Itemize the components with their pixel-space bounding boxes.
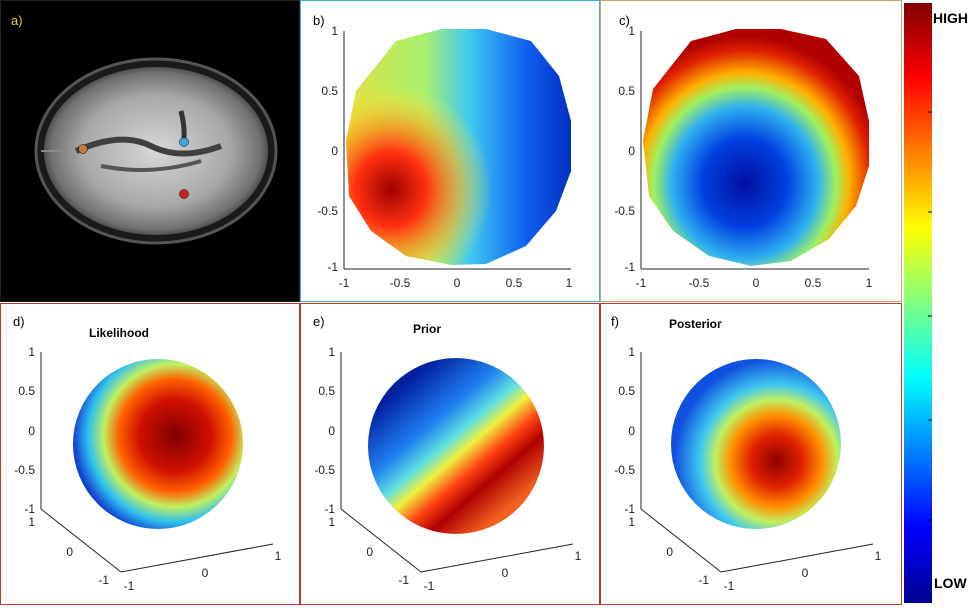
- tick-label: -0.5: [314, 463, 335, 477]
- panel-d-label: d): [13, 314, 25, 329]
- brain-mri-image: [34, 57, 278, 245]
- marker-blue: [179, 137, 189, 147]
- panel-d-title: Likelihood: [89, 326, 149, 340]
- panel-e-title: Prior: [413, 322, 442, 336]
- tick-label: -1: [698, 573, 709, 587]
- tick-label: 0.5: [321, 84, 338, 98]
- panel-f-zticks: 1 0.5 0 -0.5 -1: [614, 345, 635, 516]
- tick-label: 0: [328, 424, 335, 438]
- panel-d-plot: 1 0.5 0 -0.5 -1 1 0 -1 -1 0 1: [14, 345, 282, 593]
- tick-label: 0: [66, 545, 73, 559]
- panel-c-label: c): [619, 13, 630, 28]
- panel-e-yticks: 1 0 -1: [328, 515, 409, 587]
- tick-label: -1: [324, 502, 335, 516]
- tick-label: 1: [575, 549, 582, 563]
- tick-label: -1: [124, 579, 135, 593]
- colorbar: HIGH LOW: [902, 0, 973, 605]
- panel-d-yticks: 1 0 -1: [28, 515, 109, 587]
- tick-label: 1: [628, 515, 635, 529]
- tick-label: 0.5: [506, 276, 523, 290]
- panel-e-label: e): [313, 314, 325, 329]
- tick-label: 0: [666, 545, 673, 559]
- tick-label: -1: [424, 579, 435, 593]
- tick-label: 0: [502, 566, 509, 580]
- panel-c-xticks: -1 -0.5 0 0.5 1: [636, 276, 873, 290]
- tick-label: 1: [328, 345, 335, 359]
- tick-label: -1: [339, 276, 350, 290]
- tick-label: 1: [566, 276, 573, 290]
- panel-f: f) Posterior 1 0.5 0 -0.5 -1 1 0 -1 -1 0…: [600, 303, 902, 605]
- panel-b-xticks: -1 -0.5 0 0.5 1: [339, 276, 573, 290]
- tick-label: -0.5: [614, 463, 635, 477]
- tick-label: -0.5: [614, 204, 635, 218]
- tick-label: -1: [398, 573, 409, 587]
- tick-label: 1: [875, 549, 882, 563]
- tick-label: 1: [628, 24, 635, 38]
- panel-f-yticks: 1 0 -1: [628, 515, 709, 587]
- tick-label: -0.5: [390, 276, 411, 290]
- tick-label: -1: [24, 502, 35, 516]
- panel-d-zticks: 1 0.5 0 -0.5 -1: [14, 345, 35, 516]
- tick-label: 0.5: [318, 384, 335, 398]
- colorbar-high-label: HIGH: [933, 10, 968, 26]
- panel-f-title: Posterior: [669, 317, 722, 331]
- tick-label: 0: [202, 566, 209, 580]
- tick-label: 1: [866, 276, 873, 290]
- tick-label: -1: [98, 573, 109, 587]
- panel-f-xticks: -1 0 1: [724, 549, 882, 593]
- tick-label: 0: [28, 424, 35, 438]
- colorbar-gradient: [904, 3, 932, 603]
- tick-label: 1: [331, 24, 338, 38]
- tick-label: -1: [327, 260, 338, 274]
- panel-b-plot: 1 0.5 0 -0.5 -1 -1 -0.5 0 0.5 1: [317, 24, 573, 290]
- panel-d-xticks: -1 0 1: [124, 549, 282, 593]
- tick-label: 1: [328, 515, 335, 529]
- tick-label: 1: [628, 345, 635, 359]
- tick-label: -0.5: [14, 463, 35, 477]
- panel-c-plot: 1 0.5 0 -0.5 -1 -1 -0.5 0 0.5 1: [614, 24, 873, 290]
- panel-b-label: b): [313, 13, 325, 28]
- panel-f-plot: 1 0.5 0 -0.5 -1 1 0 -1 -1 0 1: [614, 345, 882, 593]
- tick-label: 0: [366, 545, 373, 559]
- tick-label: 0: [628, 144, 635, 158]
- marker-red: [179, 189, 189, 199]
- tick-label: 0: [802, 566, 809, 580]
- tick-label: 0.5: [18, 384, 35, 398]
- panel-e: e) Prior 1 0.5 0 -0.5 -1 1 0 -1 -1 0 1: [300, 303, 600, 605]
- tick-label: 0.5: [618, 84, 635, 98]
- panel-e-plot: 1 0.5 0 -0.5 -1 1 0 -1 -1 0 1: [314, 345, 582, 593]
- tick-label: 0: [753, 276, 760, 290]
- panel-a: a): [0, 0, 300, 302]
- tick-label: 1: [28, 345, 35, 359]
- tick-label: 1: [275, 549, 282, 563]
- colorbar-low-label: LOW: [934, 575, 967, 591]
- tick-label: 0: [331, 144, 338, 158]
- tick-label: 1: [28, 515, 35, 529]
- panel-c: c) 1 0.5 0 -0.5 -1 -1 -0.5 0 0.5 1: [600, 0, 902, 302]
- tick-label: -1: [636, 276, 647, 290]
- panel-d: d) Likelihood 1 0.5 0 -0.5 -1 1 0 -1 -1 …: [0, 303, 300, 605]
- tick-label: -0.5: [689, 276, 710, 290]
- tick-label: -1: [724, 579, 735, 593]
- tick-label: 0.5: [805, 276, 822, 290]
- tick-label: -1: [624, 502, 635, 516]
- panel-b-yticks: 1 0.5 0 -0.5 -1: [317, 24, 338, 274]
- panel-b: b) 1 0.5 0 -0.5 -1 -1 -0.5 0 0.5 1: [300, 0, 600, 302]
- panel-f-label: f): [611, 314, 619, 329]
- marker-orange: [78, 144, 88, 154]
- panel-e-zticks: 1 0.5 0 -0.5 -1: [314, 345, 335, 516]
- tick-label: 0: [454, 276, 461, 290]
- panel-a-label: a): [11, 13, 23, 28]
- panel-e-xticks: -1 0 1: [424, 549, 582, 593]
- tick-label: -0.5: [317, 204, 338, 218]
- tick-label: 0: [628, 424, 635, 438]
- panel-c-yticks: 1 0.5 0 -0.5 -1: [614, 24, 635, 274]
- tick-label: 0.5: [618, 384, 635, 398]
- tick-label: -1: [624, 260, 635, 274]
